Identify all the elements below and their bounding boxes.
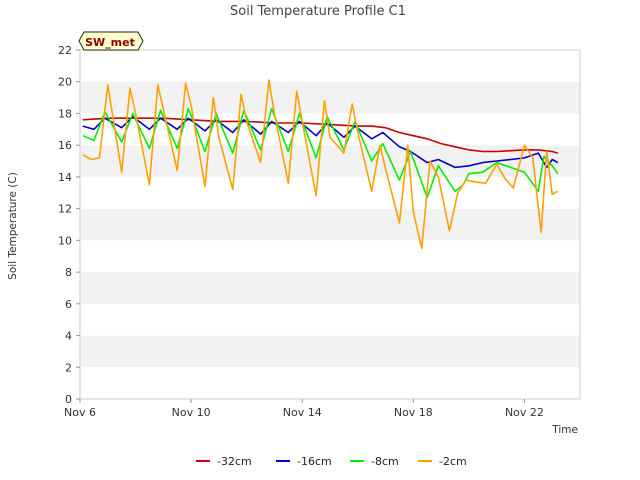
x-tick-label: Nov 18 (394, 406, 433, 419)
grid-band (80, 145, 580, 177)
y-axis: 0 2 4 6 8 10 12 14 16 18 20 22 (58, 44, 80, 406)
y-tick-label: 22 (58, 44, 72, 57)
grid-band (80, 208, 580, 241)
x-tick-label: Nov 6 (64, 406, 96, 419)
site-label-text: SW_met (85, 36, 135, 49)
legend-item: -32cm (196, 455, 252, 468)
grid-band (80, 50, 580, 82)
legend: -32cm -16cm -8cm -2cm (196, 455, 467, 468)
y-tick-label: 18 (58, 107, 72, 120)
y-tick-label: 4 (65, 330, 72, 343)
site-label-badge: SW_met (78, 31, 144, 51)
x-tick-label: Nov 22 (505, 406, 544, 419)
series-line-2cmcm (82, 79, 559, 250)
x-axis: Nov 6 Nov 10 Nov 14 Nov 18 Nov 22 (64, 399, 544, 419)
y-tick-label: 12 (58, 203, 72, 216)
grid-bands (80, 50, 580, 399)
grid-band (80, 272, 580, 304)
y-tick-label: 2 (65, 361, 72, 374)
y-tick-label: 6 (65, 298, 72, 311)
y-tick-label: 10 (58, 234, 72, 247)
grid-band (80, 303, 580, 336)
x-tick-label: Nov 10 (172, 406, 211, 419)
legend-label: -16cm (297, 455, 332, 468)
series-line-8cmcm (82, 107, 559, 199)
grid-band (80, 367, 580, 399)
y-axis-label: Soil Temperature (C) (7, 172, 19, 280)
plot-area (79, 49, 581, 400)
legend-item: -16cm (276, 455, 332, 468)
y-tick-label: 16 (58, 139, 72, 152)
y-tick-label: 14 (58, 171, 72, 184)
grid-band (80, 176, 580, 209)
y-tick-label: 8 (65, 266, 72, 279)
legend-item: -8cm (350, 455, 399, 468)
site-label-box (78, 31, 144, 51)
y-tick-label: 20 (58, 76, 72, 89)
series-lines (82, 79, 559, 250)
grid-band (80, 335, 580, 368)
chart-title: Soil Temperature Profile C1 (230, 4, 406, 19)
legend-label: -2cm (439, 455, 467, 468)
legend-label: -8cm (371, 455, 399, 468)
legend-label: -32cm (217, 455, 252, 468)
legend-item: -2cm (418, 455, 467, 468)
x-tick-label: Nov 14 (283, 406, 322, 419)
grid-band (80, 240, 580, 273)
y-tick-label: 0 (65, 393, 72, 406)
x-axis-label: Time (551, 424, 578, 436)
